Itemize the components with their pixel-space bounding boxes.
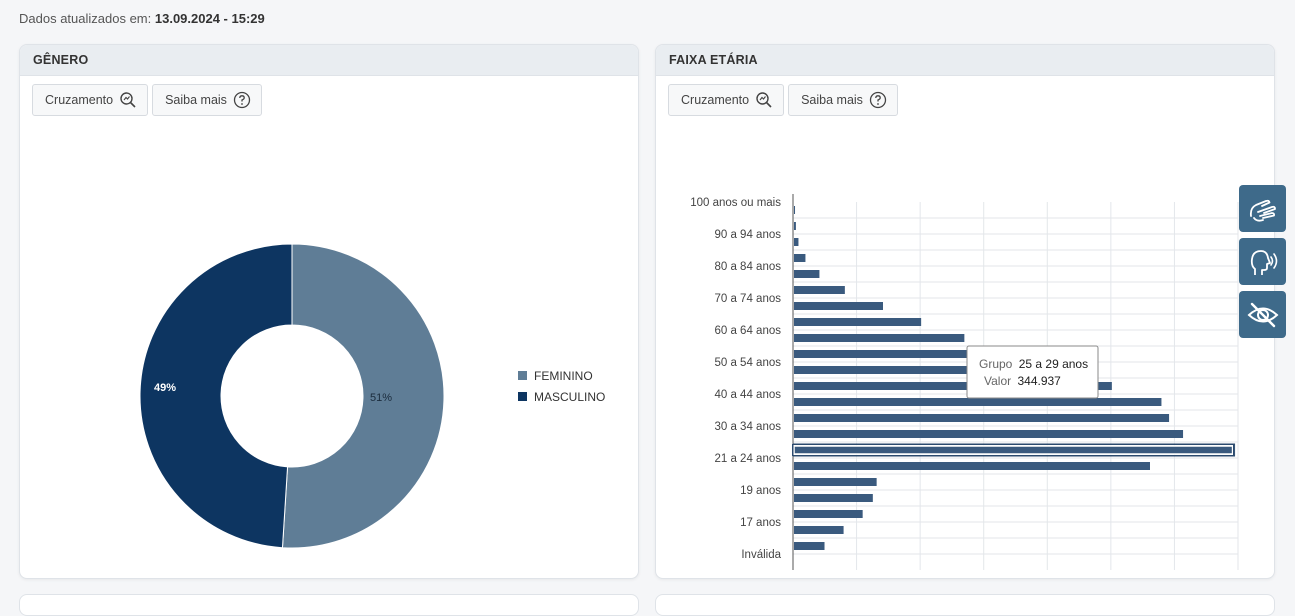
y-tick-label: 17 anos bbox=[740, 517, 781, 529]
legend-item-masculino[interactable]: MASCULINO bbox=[518, 390, 605, 404]
y-tick-label: 60 a 64 anos bbox=[714, 325, 781, 337]
bar-21[interactable] bbox=[794, 542, 825, 550]
bar-5[interactable] bbox=[794, 286, 845, 294]
bar-highlight bbox=[792, 443, 1236, 457]
genero-saiba-mais-button[interactable]: Saiba mais bbox=[152, 84, 262, 116]
next-card-left bbox=[19, 594, 639, 616]
tooltip-value-label: Valor bbox=[984, 374, 1011, 388]
y-tick-label: 80 a 84 anos bbox=[714, 261, 781, 273]
audio-reader-button[interactable] bbox=[1239, 238, 1286, 285]
genero-cruzamento-button[interactable]: Cruzamento bbox=[32, 84, 149, 116]
cruzamento-label: Cruzamento bbox=[45, 93, 114, 107]
y-tick-label: 40 a 44 anos bbox=[714, 389, 781, 401]
y-tick-label: Inválida bbox=[741, 549, 781, 561]
bar-12[interactable] bbox=[794, 398, 1162, 406]
genero-card: GÊNERO Cruzamento Saiba mais 51% 49% FEM… bbox=[19, 44, 639, 579]
faixa-saiba-mais-button[interactable]: Saiba mais bbox=[788, 84, 898, 116]
slice-label-feminino: 51% bbox=[370, 392, 392, 404]
genero-donut-chart: 51% 49% FEMININO MASCULINO bbox=[139, 243, 605, 549]
bar-2[interactable] bbox=[794, 238, 799, 246]
contrast-toggle-button[interactable] bbox=[1239, 291, 1286, 338]
bar-8[interactable] bbox=[794, 334, 965, 342]
legend-swatch-masculino bbox=[518, 392, 527, 401]
sign-language-button[interactable] bbox=[1239, 185, 1286, 232]
y-tick-label: 70 a 74 anos bbox=[714, 293, 781, 305]
bar-7[interactable] bbox=[794, 318, 922, 326]
faixa-cruzamento-button[interactable]: Cruzamento bbox=[668, 84, 785, 116]
genero-card-title: GÊNERO bbox=[20, 45, 638, 76]
eye-hidden-icon bbox=[1247, 302, 1278, 327]
legend-swatch-feminino bbox=[518, 371, 527, 380]
bar-13[interactable] bbox=[794, 414, 1170, 422]
pie-slice-masculino[interactable] bbox=[139, 243, 293, 549]
chart-tooltip: Grupo 25 a 29 anos Valor 344.937 bbox=[966, 345, 1099, 399]
cruzamento-label: Cruzamento bbox=[681, 93, 750, 107]
svg-text:Grupo 25 a 29 anos: Grupo 25 a 29 anos bbox=[979, 357, 1088, 371]
zoom-search-icon bbox=[120, 92, 136, 108]
faixa-etaria-bar-chart: 100 anos ou mais 90 a 94 anos 80 a 84 anos… bbox=[690, 194, 1239, 570]
y-tick-label: 30 a 34 anos bbox=[714, 421, 781, 433]
bar-9[interactable] bbox=[794, 350, 1000, 358]
bar-10[interactable] bbox=[794, 366, 1049, 374]
bar-14[interactable] bbox=[794, 430, 1184, 438]
bar-19[interactable] bbox=[794, 510, 863, 518]
tooltip-value-value: 344.937 bbox=[1017, 374, 1061, 388]
bar-15[interactable] bbox=[793, 445, 1234, 455]
tooltip-group-label: Grupo bbox=[979, 357, 1013, 371]
slice-label-masculino: 49% bbox=[154, 382, 176, 394]
last-updated: Dados atualizados em: 13.09.2024 - 15:29 bbox=[19, 11, 265, 26]
last-updated-label: Dados atualizados em: bbox=[19, 11, 152, 26]
saiba-mais-label: Saiba mais bbox=[165, 93, 227, 107]
faixa-etaria-card: FAIXA ETÁRIA Cruzamento Saiba mais 100 a… bbox=[655, 44, 1275, 579]
y-tick-label: 19 anos bbox=[740, 485, 781, 497]
bar-4[interactable] bbox=[794, 270, 820, 278]
bar-0[interactable] bbox=[794, 206, 796, 214]
y-tick-label: 100 anos ou mais bbox=[690, 197, 781, 209]
y-tick-label: 50 a 54 anos bbox=[714, 357, 781, 369]
legend-label-masculino: MASCULINO bbox=[534, 390, 605, 404]
bar-17[interactable] bbox=[794, 478, 877, 486]
y-tick-label: 90 a 94 anos bbox=[714, 229, 781, 241]
sign-language-icon bbox=[1249, 199, 1276, 222]
bar-16[interactable] bbox=[794, 462, 1150, 470]
next-card-right bbox=[655, 594, 1275, 616]
zoom-search-icon bbox=[756, 92, 772, 108]
legend-label-feminino: FEMININO bbox=[534, 369, 593, 383]
bar-3[interactable] bbox=[794, 254, 806, 262]
bar-20[interactable] bbox=[794, 526, 844, 534]
saiba-mais-label: Saiba mais bbox=[801, 93, 863, 107]
bar-11[interactable] bbox=[794, 382, 1112, 390]
legend-item-feminino[interactable]: FEMININO bbox=[518, 369, 593, 383]
bar-6[interactable] bbox=[794, 302, 883, 310]
bar-18[interactable] bbox=[794, 494, 873, 502]
y-tick-label: 21 a 24 anos bbox=[714, 453, 781, 465]
svg-text:Valor 344.937: Valor 344.937 bbox=[984, 374, 1061, 388]
bar-1[interactable] bbox=[794, 222, 796, 230]
last-updated-value: 13.09.2024 - 15:29 bbox=[154, 11, 265, 26]
help-icon bbox=[869, 91, 887, 109]
help-icon bbox=[233, 91, 251, 109]
faixa-etaria-card-title: FAIXA ETÁRIA bbox=[656, 45, 1274, 76]
speaking-head-icon bbox=[1250, 249, 1277, 275]
pie-slice-feminino[interactable] bbox=[281, 243, 445, 549]
tooltip-group-value: 25 a 29 anos bbox=[1019, 357, 1088, 371]
